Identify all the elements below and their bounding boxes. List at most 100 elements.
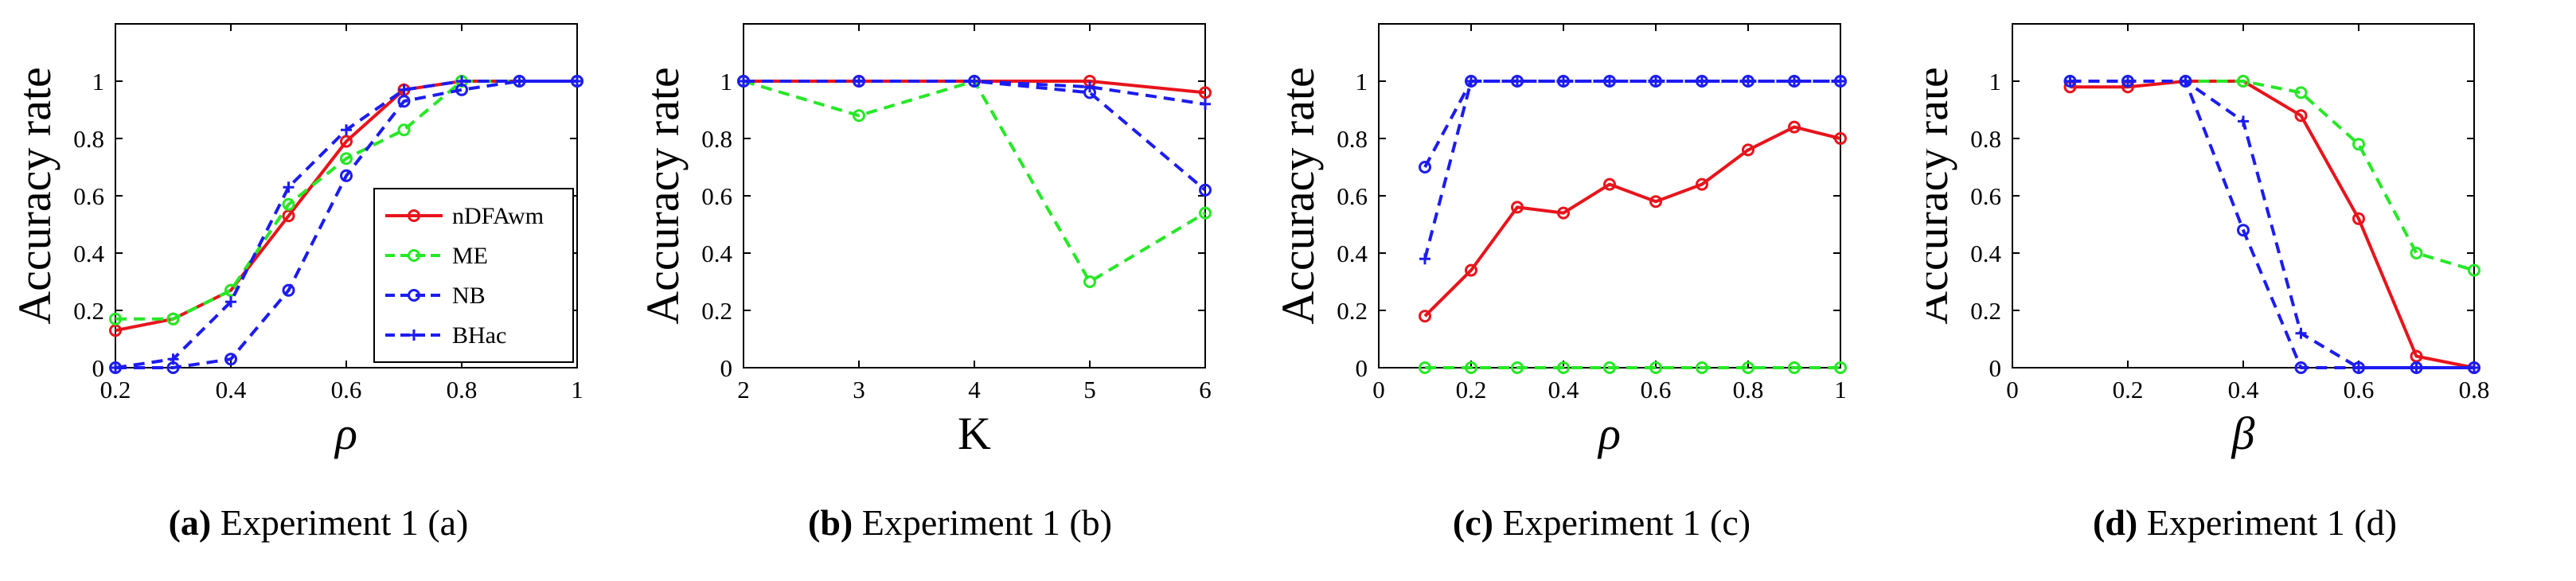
panel-a-point-nb: [397, 95, 411, 108]
panel-a-ytick-label: 0.6: [73, 182, 104, 210]
panel-b-point-me: [1199, 206, 1212, 220]
panel-c-ytick-label: 0.4: [1337, 240, 1368, 267]
panel-d-point-bhac: [2238, 115, 2249, 127]
panel-c-point-me: [1465, 361, 1477, 374]
panel-c-xtick-label: 1: [1834, 376, 1847, 404]
panel-b-ytick-label: 0.4: [701, 240, 732, 267]
panel-b-ytick-label: 0.6: [701, 182, 732, 210]
panel-c-point-me: [1834, 361, 1847, 374]
panel-b-ytick-label: 0.8: [701, 125, 732, 153]
panel-b-xtick-label: 5: [1083, 376, 1096, 404]
panel-c-point-ndfawm: [1603, 177, 1616, 191]
panel-d-xtick-label: 0.6: [2344, 376, 2375, 404]
panel-b-y-axis-label: Accuracy rate: [637, 67, 689, 325]
panel-c-point-me: [1419, 361, 1431, 374]
panel-c-point-bhac: [1512, 76, 1523, 87]
panel-c-point-ndfawm: [1742, 143, 1754, 157]
panel-b-point-bhac: [738, 76, 749, 87]
panel-c-ytick-label: 0.2: [1337, 297, 1368, 325]
panel-c-point-me: [1603, 361, 1616, 374]
caption-a-text: Experiment 1 (a): [211, 502, 469, 543]
caption-c-letter: (c): [1452, 502, 1493, 543]
panel-b-x-axis-label: K: [958, 407, 991, 459]
panel-c-point-bhac: [1419, 253, 1430, 265]
panel-c-point-me: [1557, 361, 1570, 374]
panel-d-y-axis-label: Accuracy rate: [1926, 67, 1957, 325]
panel-a-point-nb: [340, 169, 353, 182]
panel-d-point-bhac: [2064, 76, 2076, 87]
panel-c-point-ndfawm: [1419, 310, 1431, 323]
panel-d-xtick-label: 0.2: [2113, 376, 2144, 404]
panel-c-series-line-bhac: [1423, 80, 1840, 259]
panel-d-point-nb: [2237, 224, 2250, 237]
panel-c-xtick-label: 0.6: [1641, 376, 1672, 404]
panel-d-point-bhac: [2353, 362, 2364, 373]
panel-c-point-me: [1788, 361, 1801, 374]
panel-c-point-ndfawm: [1511, 201, 1524, 214]
panel-c-point-bhac: [1789, 76, 1800, 87]
panel-a-legend-item-me: ME: [385, 243, 488, 269]
panel-d-point-bhac: [2122, 76, 2133, 87]
panel-a-legend-label-me: ME: [452, 243, 488, 269]
panel-a-ytick-label: 0: [92, 354, 105, 382]
panel-d-series-line-me: [2070, 80, 2475, 272]
panel-a-point-bhac: [167, 353, 179, 365]
panel-a-legend-marker-me: [408, 249, 420, 262]
panel-c-point-ndfawm: [1465, 263, 1477, 277]
panel-d-xtick-label: 0.8: [2459, 376, 2490, 404]
caption-d-letter: (d): [2093, 502, 2138, 543]
panel-c-point-bhac: [1743, 76, 1754, 87]
panel-b-point-bhac: [853, 76, 865, 87]
caption-b-text: Experiment 1 (b): [853, 502, 1112, 543]
panel-a-ytick-label: 0.8: [73, 125, 104, 153]
panel-c-point-me: [1696, 361, 1708, 374]
panel-a-legend-item-nb: NB: [385, 283, 486, 309]
panel-b-xtick-label: 2: [737, 376, 750, 404]
panel-b-ytick-label: 0.2: [701, 297, 732, 325]
panel-a-xtick-label: 0.2: [100, 376, 131, 404]
panel-d-point-ndfawm: [2294, 109, 2308, 123]
panel-a-xtick-label: 1: [571, 376, 584, 404]
panel-c-point-ndfawm: [1649, 195, 1662, 209]
panel-d-point-bhac: [2469, 362, 2480, 373]
panel-c-point-bhac: [1835, 76, 1846, 87]
panel-d-point-bhac: [2410, 362, 2422, 373]
panel-b-point-bhac: [969, 76, 980, 87]
panel-d-point-me: [2352, 138, 2365, 151]
panel-c-xtick-label: 0: [1372, 376, 1385, 404]
panel-a-legend-marker-ndfawm: [408, 209, 420, 222]
panel-c-point-bhac: [1604, 76, 1615, 87]
panel-c-y-axis-label: Accuracy rate: [1282, 67, 1324, 325]
panel-c-ytick-label: 0.6: [1337, 182, 1368, 210]
panel-c-series-bhac: [1419, 76, 1846, 265]
panel-d-xtick-label: 0.4: [2228, 376, 2259, 404]
panel-d-ytick-label: 0.6: [1970, 182, 2001, 210]
panel-a-legend-item-ndfawm: nDFAwm: [385, 203, 544, 229]
panel-a-point-bhac: [225, 296, 236, 308]
panel-a-xtick-label: 0.8: [447, 376, 478, 404]
panel-d-ytick-label: 1: [1989, 68, 2002, 96]
panel-a-point-bhac: [456, 76, 467, 87]
panel-b-ytick-label: 1: [720, 68, 733, 96]
panel-a-point-me: [166, 312, 180, 326]
panel-c-series-line-ndfawm: [1423, 125, 1841, 318]
panel-c-point-ndfawm: [1557, 206, 1570, 220]
panel-a-legend-box: [373, 188, 574, 363]
panel-c-point-me: [1649, 361, 1662, 374]
chart-panel-d: 0 0.2 0.4 0.6 0.8 0 0.2 0.4 0.6 0.8 1 Accuracy rate…: [1926, 23, 2490, 459]
panel-a-point-bhac: [572, 76, 583, 87]
panel-c-series-ndfawm: [1419, 120, 1847, 323]
panel-d-point-me: [2410, 247, 2423, 259]
panel-a-point-me: [282, 197, 295, 211]
panel-b-ytick-label: 0: [720, 354, 733, 382]
panel-b-xtick-label: 6: [1199, 376, 1212, 404]
caption-b-letter: (b): [808, 502, 853, 543]
caption-c: (c) Experiment 1 (c): [1299, 501, 1904, 544]
caption-d-text: Experiment 1 (d): [2137, 502, 2397, 543]
panel-c-point-bhac: [1696, 76, 1708, 87]
panel-b-point-nb: [1199, 183, 1212, 197]
panel-a-point-me: [340, 152, 353, 166]
panel-a-point-bhac: [341, 124, 352, 136]
panel-b-series-bhac: [738, 76, 1211, 110]
